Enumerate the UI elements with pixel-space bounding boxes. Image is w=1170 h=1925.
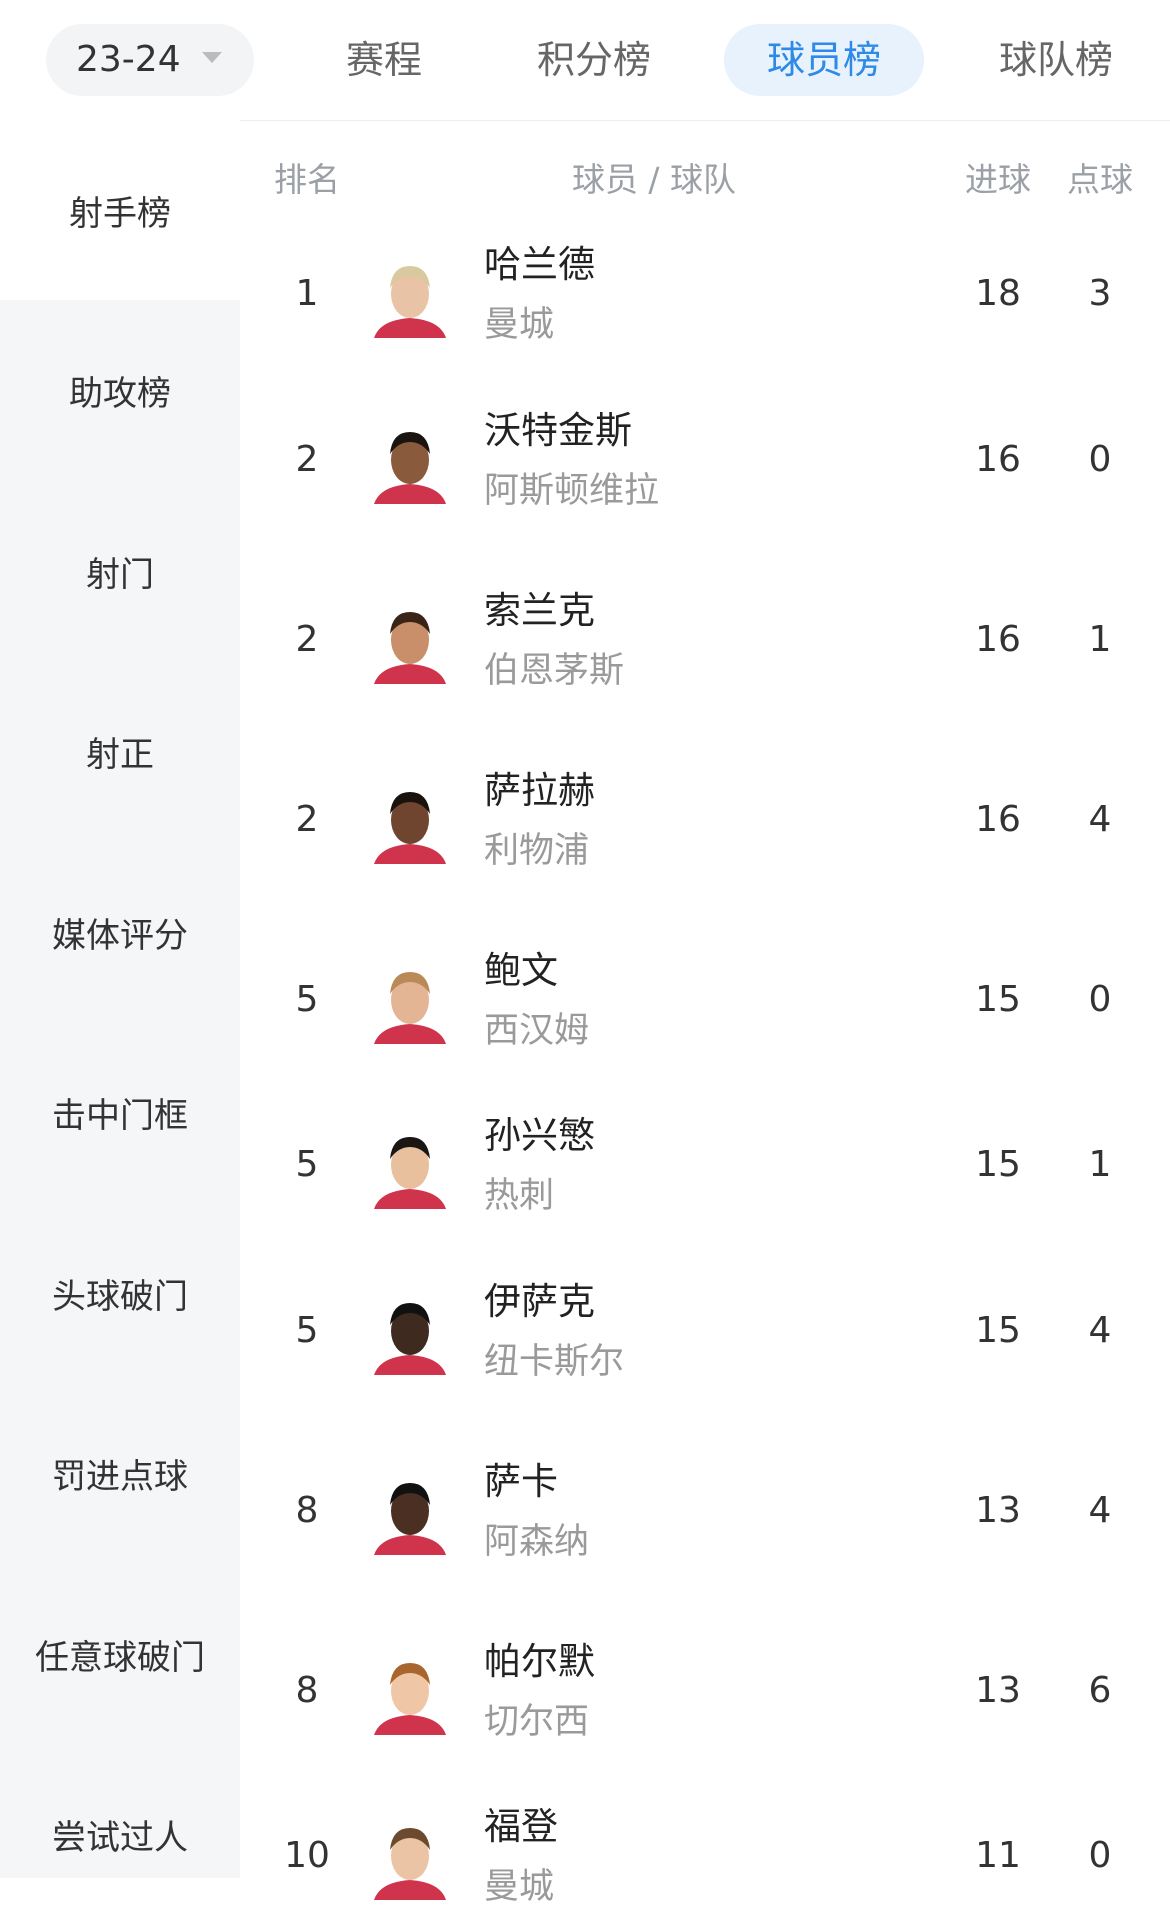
sidebar-item[interactable]: 尝试过人 (52, 1818, 188, 1858)
sidebar (0, 120, 240, 1878)
tab[interactable]: 积分榜 (536, 38, 651, 82)
rank: 8 (295, 1490, 319, 1531)
penalties: 1 (1088, 1144, 1112, 1185)
player-name: 沃特金斯 (484, 409, 632, 452)
player-avatar (374, 1137, 446, 1209)
team-name: 曼城 (484, 305, 555, 345)
player-avatar (374, 266, 446, 338)
team-name: 阿森纳 (484, 1522, 590, 1562)
player-avatar (374, 972, 446, 1044)
team-name: 曼城 (484, 1867, 555, 1907)
sidebar-item[interactable]: 罚进点球 (52, 1457, 188, 1497)
rank: 5 (295, 979, 319, 1020)
rank: 8 (295, 1670, 319, 1711)
penalties: 0 (1088, 1835, 1112, 1876)
player-avatar (374, 432, 446, 504)
team-name: 西汉姆 (484, 1011, 590, 1051)
goals: 15 (975, 1144, 1021, 1185)
player-avatar (374, 1663, 446, 1735)
tab[interactable]: 球队榜 (998, 38, 1113, 82)
player-name: 孙兴慜 (484, 1114, 595, 1157)
rank: 1 (295, 273, 319, 314)
penalties: 4 (1088, 1490, 1112, 1531)
goals: 15 (975, 1310, 1021, 1351)
rank: 2 (295, 439, 319, 480)
team-name: 热刺 (484, 1176, 555, 1216)
goals: 13 (975, 1670, 1021, 1711)
penalties: 0 (1088, 979, 1112, 1020)
player-name: 帕尔默 (484, 1640, 595, 1683)
goals: 11 (975, 1835, 1021, 1876)
rank: 2 (295, 619, 319, 660)
player-avatar (374, 1483, 446, 1555)
sidebar-item[interactable]: 射正 (86, 735, 154, 775)
tab[interactable]: 赛程 (345, 38, 422, 82)
goals: 15 (975, 979, 1021, 1020)
team-name: 利物浦 (484, 831, 590, 871)
penalties: 4 (1088, 1310, 1112, 1351)
column-header: 进球 (965, 160, 1031, 199)
player-avatar (374, 1828, 446, 1900)
rank: 5 (295, 1310, 319, 1351)
penalties: 0 (1088, 439, 1112, 480)
sidebar-item[interactable]: 任意球破门 (35, 1637, 205, 1678)
rank: 5 (295, 1144, 319, 1185)
tab[interactable]: 球员榜 (724, 24, 924, 96)
sidebar-item[interactable]: 射手榜 (0, 120, 240, 300)
top-bar: 23-24 (0, 0, 1170, 121)
rank: 2 (295, 799, 319, 840)
goals: 16 (975, 439, 1021, 480)
player-name: 哈兰德 (484, 243, 595, 286)
season-select[interactable]: 23-24 (46, 24, 254, 96)
sidebar-item[interactable]: 助攻榜 (69, 374, 171, 414)
penalties: 3 (1088, 273, 1112, 314)
player-name: 福登 (484, 1805, 558, 1848)
column-header: 球员 / 球队 (571, 160, 737, 199)
column-header: 排名 (274, 160, 340, 199)
player-name: 伊萨克 (484, 1280, 595, 1323)
penalties: 6 (1088, 1670, 1112, 1711)
player-name: 索兰克 (484, 589, 595, 632)
player-avatar (374, 792, 446, 864)
sidebar-item[interactable]: 头球破门 (52, 1276, 188, 1317)
team-name: 切尔西 (484, 1702, 590, 1742)
team-name: 伯恩茅斯 (484, 651, 625, 691)
goals: 16 (975, 799, 1021, 840)
goals: 18 (975, 273, 1021, 314)
column-header: 点球 (1067, 160, 1133, 199)
rank: 10 (284, 1835, 330, 1876)
sidebar-item[interactable]: 射门 (86, 554, 154, 595)
team-name: 纽卡斯尔 (484, 1342, 625, 1382)
sidebar-item[interactable]: 击中门框 (52, 1096, 188, 1136)
player-name: 萨卡 (484, 1460, 558, 1503)
dropdown-caret (202, 52, 222, 63)
goals: 13 (975, 1490, 1021, 1531)
goals: 16 (975, 619, 1021, 660)
penalties: 4 (1088, 799, 1112, 840)
penalties: 1 (1088, 619, 1112, 660)
player-name: 鲍文 (484, 949, 558, 992)
player-avatar (374, 1303, 446, 1375)
sidebar-item[interactable]: 媒体评分 (52, 915, 188, 956)
player-name: 萨拉赫 (484, 769, 595, 812)
team-name: 阿斯顿维拉 (484, 471, 660, 511)
player-avatar (374, 612, 446, 684)
